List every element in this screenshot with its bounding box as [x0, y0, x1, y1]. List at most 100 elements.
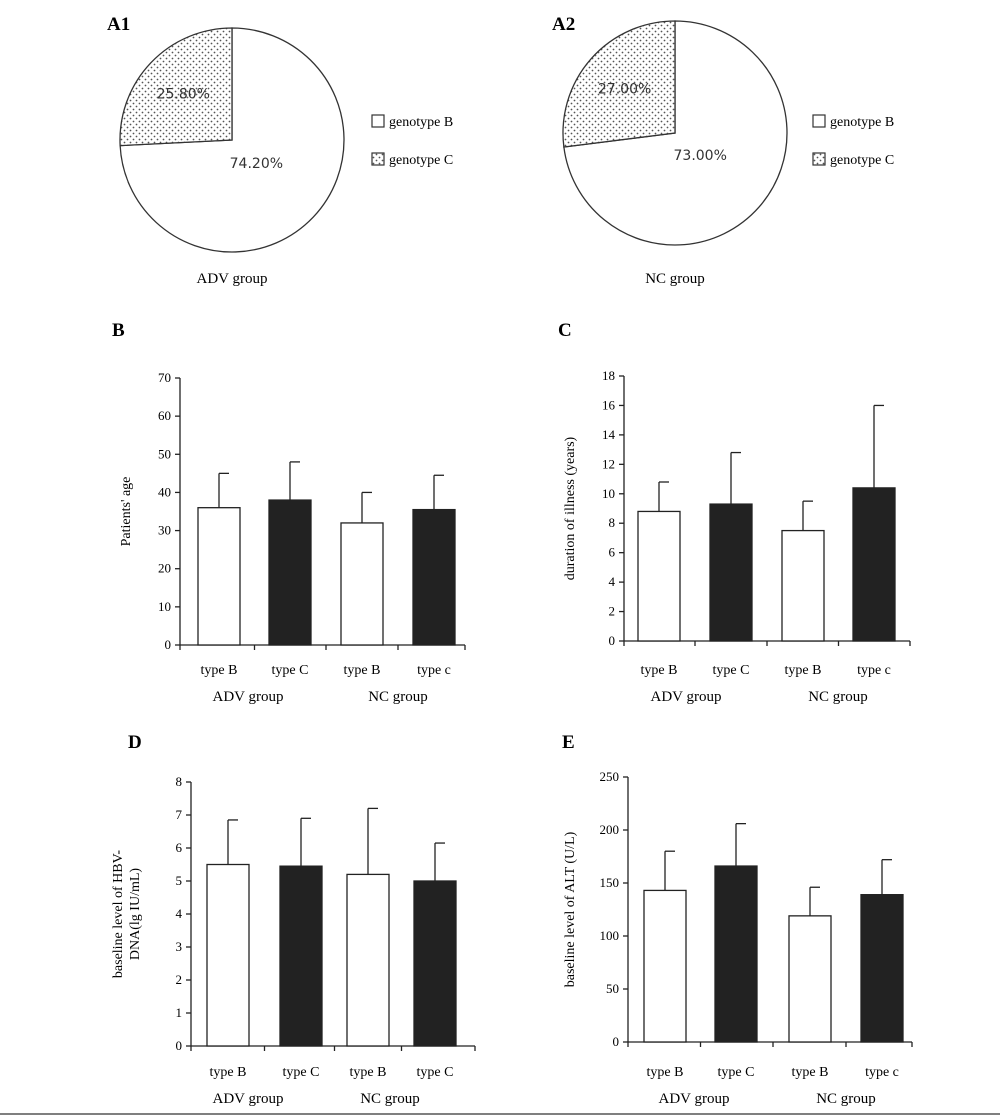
pie-caption: ADV group — [197, 271, 268, 287]
y-tick-label: 8 — [609, 515, 616, 530]
pie-value-label: 73.00% — [674, 148, 727, 164]
x-tick-label: type B — [647, 1065, 684, 1080]
y-tick-label: 4 — [176, 906, 183, 921]
x-tick-label: type c — [865, 1065, 899, 1080]
group-label: ADV group — [659, 1091, 730, 1107]
panel-label: A2 — [552, 14, 575, 35]
x-tick-label: type c — [417, 663, 451, 678]
pie-value-label: 74.20% — [230, 156, 283, 172]
y-tick-label: 14 — [602, 427, 616, 442]
bar — [268, 499, 312, 646]
bar — [412, 508, 456, 646]
bar — [637, 510, 681, 642]
x-tick-label: type C — [417, 1065, 454, 1080]
x-tick-label: type C — [272, 663, 309, 678]
legend-swatch — [371, 114, 385, 128]
pie-slice-genotype-c — [119, 27, 233, 147]
x-tick-label: type B — [641, 663, 678, 678]
x-tick-label: type B — [785, 663, 822, 678]
bar — [413, 880, 457, 1047]
x-tick-label: type B — [344, 663, 381, 678]
bar — [709, 503, 753, 642]
bar — [279, 865, 323, 1047]
y-tick-label: 3 — [176, 939, 183, 954]
bar — [643, 889, 687, 1043]
legend-label: genotype B — [830, 115, 894, 130]
group-label: NC group — [360, 1091, 420, 1107]
pie-caption: NC group — [645, 271, 705, 287]
group-label: NC group — [816, 1091, 876, 1107]
y-tick-label: 12 — [602, 456, 615, 471]
y-tick-label: 16 — [602, 397, 616, 412]
legend-label: genotype C — [389, 153, 453, 168]
bar-chart-b: B 0 10 20 30 40 50 60 70 type B type C type B type c… — [112, 320, 466, 705]
x-tick-label: type C — [713, 663, 750, 678]
group-label: NC group — [368, 689, 428, 705]
bar — [860, 894, 904, 1043]
pie-chart-a2: A2 27.00% 73.00% NC group genotype B genotype… — [552, 14, 894, 287]
y-axis-label: duration of illness (years) — [563, 436, 578, 580]
y-tick-label: 1 — [176, 1005, 183, 1020]
bar — [781, 529, 825, 642]
y-tick-label: 150 — [600, 875, 620, 890]
bar — [852, 487, 896, 642]
legend-swatch — [812, 114, 826, 128]
y-tick-label: 30 — [158, 523, 171, 538]
pie-chart-a1: A1 25.80% 74.20% ADV group genotype B genotyp… — [107, 14, 453, 287]
y-tick-label: 40 — [158, 484, 171, 499]
x-tick-label: type B — [201, 663, 238, 678]
y-tick-label: 10 — [602, 486, 615, 501]
y-tick-label: 5 — [176, 873, 183, 888]
y-tick-label: 10 — [158, 599, 171, 614]
y-tick-label: 4 — [609, 574, 616, 589]
legend-swatch — [812, 152, 826, 166]
x-tick-label: type B — [792, 1065, 829, 1080]
x-tick-label: type C — [283, 1065, 320, 1080]
y-tick-label: 8 — [176, 774, 183, 789]
group-label: ADV group — [651, 689, 722, 705]
bar-chart-d: D 0 1 2 3 4 5 6 7 8 type B type C type B type C ADV gr… — [111, 732, 476, 1107]
y-tick-label: 50 — [158, 446, 171, 461]
y-tick-label: 0 — [613, 1034, 620, 1049]
bar — [346, 873, 390, 1047]
legend-label: genotype B — [389, 115, 453, 130]
y-axis-label: baseline level of HBV- — [111, 850, 126, 979]
y-tick-label: 0 — [609, 633, 616, 648]
x-tick-label: type C — [718, 1065, 755, 1080]
y-tick-label: 0 — [165, 637, 172, 652]
bar — [206, 863, 250, 1047]
y-tick-label: 2 — [609, 604, 616, 619]
panel-label: A1 — [107, 14, 130, 35]
y-tick-label: 2 — [176, 972, 183, 987]
y-axis-label: baseline level of ALT (U/L) — [563, 831, 578, 987]
panel-label: D — [128, 732, 142, 753]
bar — [197, 507, 241, 646]
pie-slice-genotype-c — [562, 20, 676, 148]
group-label: NC group — [808, 689, 868, 705]
pie-value-label: 25.80% — [157, 87, 210, 103]
panel-label: B — [112, 320, 125, 341]
panel-label: E — [562, 732, 575, 753]
bar — [340, 522, 384, 646]
x-tick-label: type c — [857, 663, 891, 678]
y-tick-label: 6 — [609, 545, 616, 560]
y-tick-label: 6 — [176, 840, 183, 855]
y-axis-label: DNA(lg IU/mL) — [128, 868, 143, 960]
y-tick-label: 20 — [158, 561, 171, 576]
bar — [714, 865, 758, 1043]
bar-chart-c: C 0 2 4 6 8 10 12 14 16 18 type B type C type B type c… — [558, 320, 911, 705]
y-tick-label: 60 — [158, 408, 171, 423]
legend-swatch — [371, 152, 385, 166]
y-tick-label: 18 — [602, 368, 615, 383]
y-tick-label: 200 — [600, 822, 620, 837]
legend-label: genotype C — [830, 153, 894, 168]
y-tick-label: 100 — [600, 928, 620, 943]
x-tick-label: type B — [350, 1065, 387, 1080]
group-label: ADV group — [213, 1091, 284, 1107]
y-tick-label: 0 — [176, 1038, 183, 1053]
y-axis-label: Patients' age — [119, 477, 134, 547]
y-tick-label: 250 — [600, 769, 620, 784]
pie-value-label: 27.00% — [598, 82, 651, 98]
y-tick-label: 70 — [158, 370, 171, 385]
